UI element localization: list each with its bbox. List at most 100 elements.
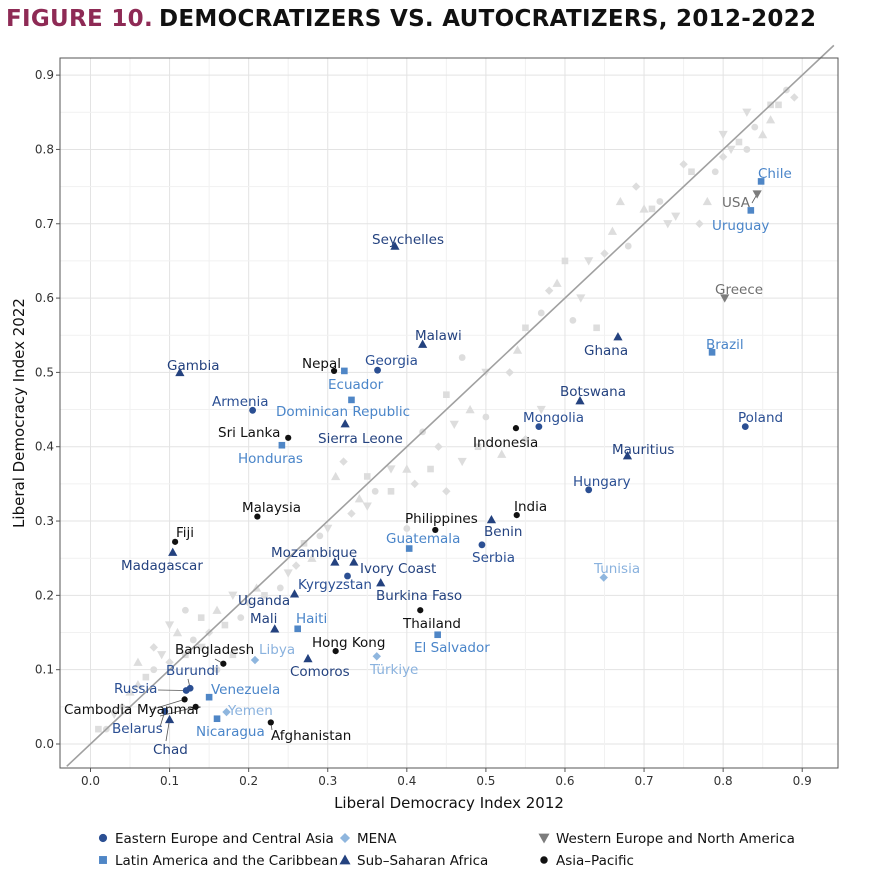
background-point [142,673,150,681]
point-label-comoros: Comoros [290,664,350,680]
point-label-benin: Benin [484,524,522,540]
data-point-mongolia [535,423,543,431]
data-point-philippines [432,526,439,534]
background-point [743,146,751,153]
background-point [323,524,333,534]
point-label-mozambique: Mozambique [271,545,357,561]
data-point-afghanistan [267,719,274,726]
point-label-seychelles: Seychelles [372,232,444,248]
point-label-t-rkiye: Türkiye [369,662,418,678]
point-label-ghana: Ghana [584,343,628,359]
background-point [718,130,728,140]
legend: Eastern Europe and Central Asia MENA Weste… [98,831,795,869]
background-point [133,679,143,689]
point-label-belarus: Belarus [112,721,163,737]
data-point-hong-kong [332,648,339,655]
point-label-kyrgyzstan: Kyrgyzstan [298,577,372,593]
background-point [403,525,411,532]
background-points [95,86,799,733]
legend-label-asia: Asia–Pacific [556,853,634,869]
background-point [213,666,221,674]
background-point [584,257,594,266]
data-point-venezuela [205,693,213,701]
point-label-nicaragua: Nicaragua [196,724,265,740]
point-label-dominican-republic: Dominican Republic [276,404,410,420]
legend-marker-mena [339,832,351,844]
data-point-indonesia [512,425,520,432]
background-point [157,651,167,660]
data-point-uganda [289,589,300,598]
point-label-tunisia: Tunisia [593,561,640,577]
point-label-el-salvador: El Salvador [414,640,490,656]
data-point-tunisia [599,573,608,582]
background-point [688,168,695,176]
x-tick-label: 0.6 [555,774,574,788]
legend-item-asia: Asia–Pacific [540,853,634,869]
point-label-sri-lanka: Sri Lanka [218,425,280,441]
y-tick-label: 0.9 [35,68,54,82]
background-point [522,324,529,332]
legend-marker-weu [538,833,550,844]
data-point-dominican-republic [348,396,355,404]
point-label-gambia: Gambia [167,358,219,374]
background-point [569,316,577,324]
x-tick-label: 0.1 [160,774,179,788]
point-label-brazil: Brazil [706,337,744,353]
data-point-malaysia [254,513,261,520]
background-point [362,502,372,511]
legend-item-lac: Latin America and the Caribbean [99,853,338,869]
background-point [291,561,301,570]
data-point-fiji [172,538,179,545]
point-label-hungary: Hungary [573,474,631,490]
x-tick-label: 0.0 [81,774,100,788]
point-labels: Chile USA Uruguay Seychelles Greece Malawi Gha… [64,166,792,758]
data-point-uruguay [747,207,755,214]
background-point [172,627,183,637]
background-point [561,257,569,265]
data-point-mauritius [622,451,633,460]
grid [60,58,838,768]
background-point [576,294,586,303]
background-point [600,249,609,258]
data-point-mozambique [330,557,340,566]
legend-label-eeca: Eastern Europe and Central Asia [115,831,334,847]
background-point [718,152,728,162]
point-label-haiti: Haiti [296,611,327,627]
legend-label-mena: MENA [357,831,397,847]
x-tick-label: 0.8 [714,774,733,788]
data-point-georgia [374,366,381,374]
point-label-mauritius: Mauritius [612,442,674,458]
data-point-honduras [278,441,286,449]
data-point-seychelles [390,241,400,250]
point-label-botswana: Botswana [560,384,626,400]
data-point-el-salvador [434,631,441,639]
background-point [307,553,317,562]
legend-item-weu: Western Europe and North America [538,831,795,847]
legend-item-ssa: Sub–Saharan Africa [339,853,488,869]
background-point [331,471,341,481]
y-tick-label: 0.4 [35,440,54,454]
data-point-guatemala [405,545,413,552]
x-tick-labels: 0.0 0.1 0.2 0.3 0.4 0.5 0.6 0.7 0.8 0.9 [81,768,812,788]
background-point [521,435,530,444]
background-point [410,479,419,489]
data-point-ivory-coast [349,557,359,566]
point-label-honduras: Honduras [238,451,303,467]
legend-marker-asia [540,856,548,864]
background-point [482,413,490,421]
point-label-guatemala: Guatemala [386,531,460,547]
point-label-chile: Chile [758,166,792,182]
point-label-uruguay: Uruguay [712,218,769,234]
y-axis-label: Liberal Democracy Index 2022 [10,298,28,528]
background-point [457,457,467,467]
point-label-burkina-faso: Burkina Faso [376,588,462,604]
background-point [197,614,205,621]
data-point-bangladesh [220,660,227,667]
point-label-afghanistan: Afghanistan [271,728,351,744]
data-point-comoros [303,653,313,663]
background-point [695,219,704,228]
data-point-benin [486,514,497,524]
background-point [276,584,284,592]
plot-frame [59,57,839,769]
figure-title-text: DEMOCRATIZERS VS. AUTOCRATIZERS, 2012-20… [159,6,817,32]
